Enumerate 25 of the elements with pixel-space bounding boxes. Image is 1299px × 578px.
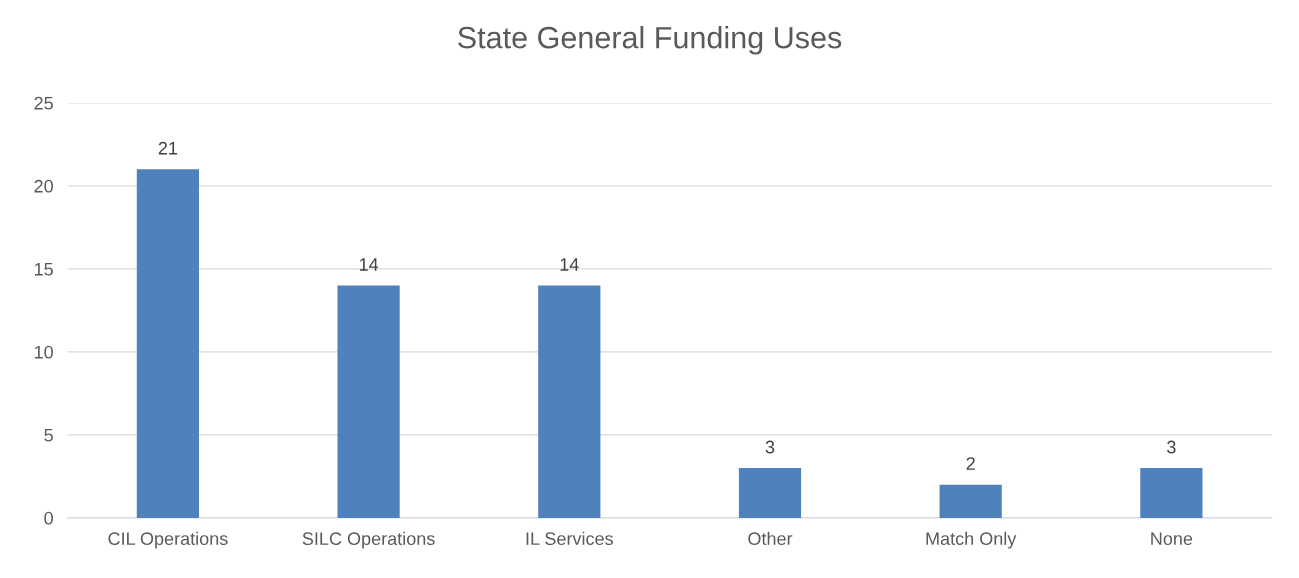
x-tick-label: IL Services (526, 531, 613, 546)
x-tick-label: None (1151, 532, 1193, 546)
x-tick-label: Other (748, 531, 793, 546)
data-label: 3 (1167, 440, 1176, 454)
y-tick-label: 15 (34, 263, 53, 276)
x-tick-label: CIL Operations (108, 531, 228, 549)
y-tick-label: 5 (44, 429, 53, 442)
data-label: 14 (359, 258, 379, 271)
bar (538, 285, 601, 518)
data-label: 21 (158, 141, 178, 155)
chart-title: State General Funding Uses (458, 26, 842, 55)
y-tick-label: 20 (34, 179, 53, 193)
x-tick-label: SILC Operations (302, 531, 435, 549)
y-tick-label: 25 (34, 96, 53, 110)
data-label: 14 (560, 258, 579, 271)
data-label: 3 (765, 440, 775, 454)
data-label: 2 (966, 457, 975, 470)
y-tick-label: 10 (34, 345, 53, 359)
bar (136, 169, 199, 518)
bar (738, 468, 802, 518)
y-tick-label: 0 (44, 511, 53, 525)
bar (939, 484, 1002, 518)
bar (1140, 468, 1203, 518)
bar (337, 285, 400, 518)
x-tick-label: Match Only (926, 531, 1017, 549)
